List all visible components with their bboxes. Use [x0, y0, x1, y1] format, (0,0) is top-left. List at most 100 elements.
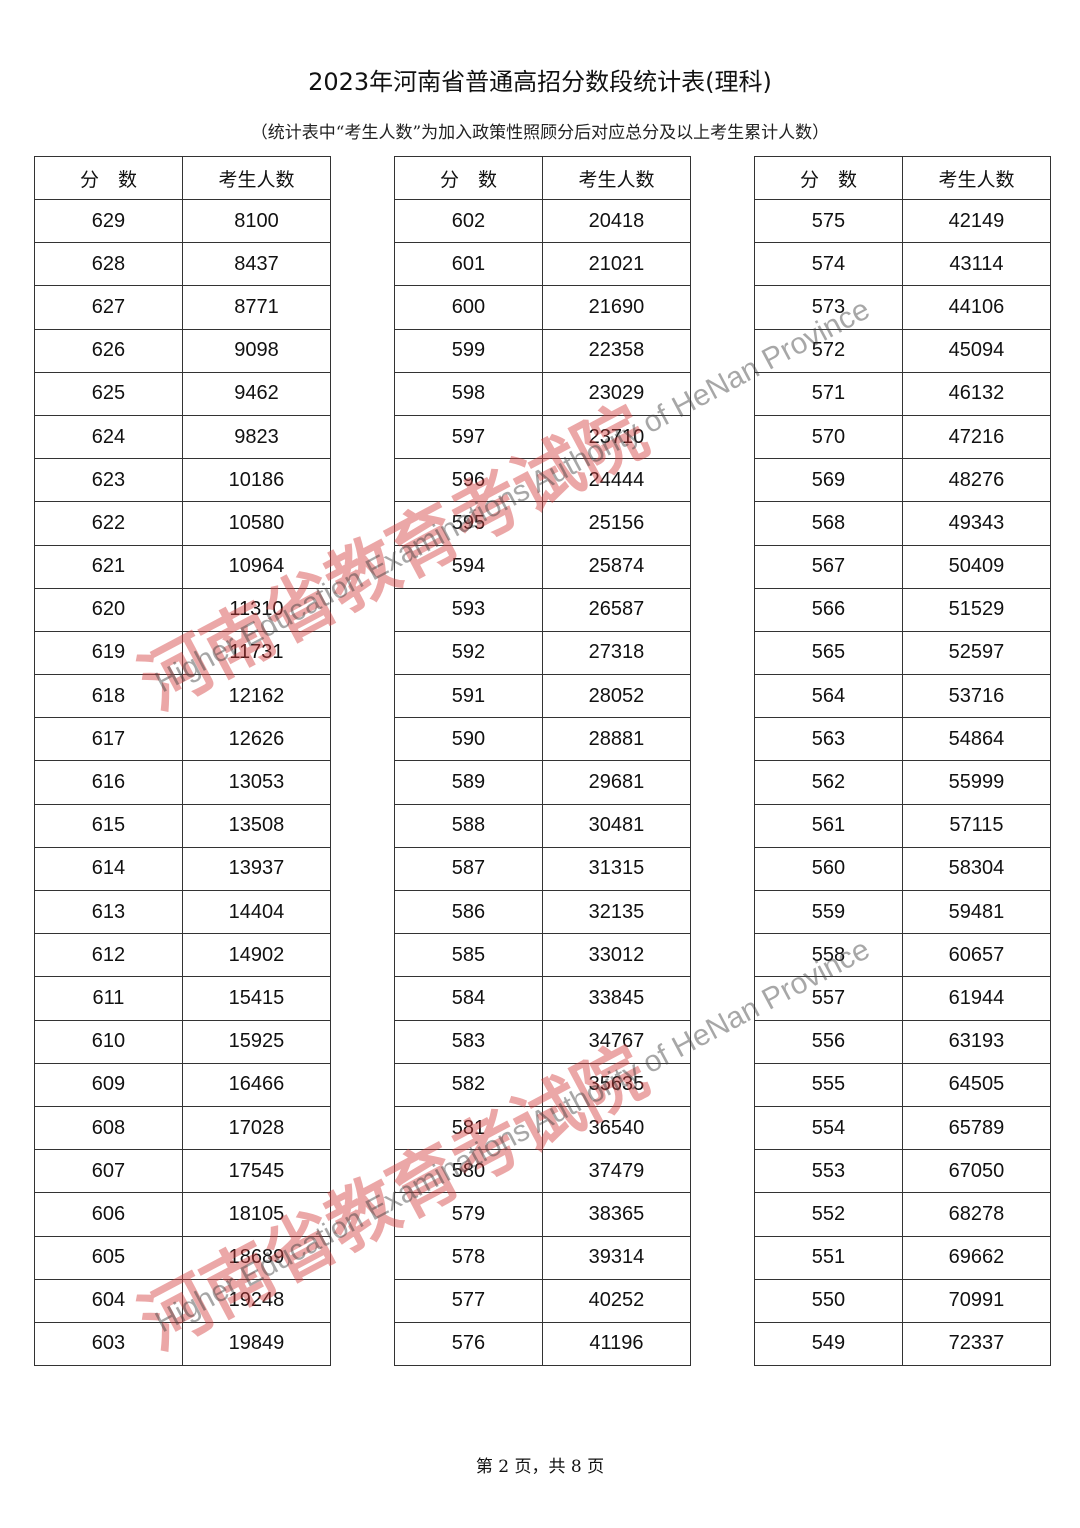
table-row: 558 60657	[754, 933, 1052, 978]
table-row: 614 13937	[34, 846, 332, 892]
score-cell: 578	[394, 1235, 543, 1280]
score-cell: 626	[34, 328, 183, 373]
table-row: 621 10964	[34, 544, 332, 589]
count-cell: 18105	[181, 1192, 332, 1237]
table-row: 615 13508	[34, 803, 332, 848]
score-cell: 621	[34, 544, 183, 589]
score-cell: 600	[394, 285, 543, 330]
score-cell: 599	[394, 328, 543, 373]
table-row: 599 22358	[394, 328, 692, 373]
score-cell: 576	[394, 1321, 543, 1367]
count-cell: 55999	[901, 760, 1052, 805]
score-cell: 617	[34, 717, 183, 762]
score-cell: 550	[754, 1278, 903, 1323]
count-cell: 29681	[541, 760, 692, 805]
table-row: 588 30481	[394, 803, 692, 848]
count-cell: 35635	[541, 1062, 692, 1107]
count-cell: 68278	[901, 1192, 1052, 1237]
score-cell: 619	[34, 630, 183, 676]
page-title: 2023年河南省普通高招分数段统计表(理科)	[308, 68, 772, 96]
table-row: 552 68278	[754, 1192, 1052, 1237]
count-cell: 42149	[901, 198, 1052, 244]
score-cell: 627	[34, 285, 183, 330]
score-cell: 564	[754, 674, 903, 719]
count-cell: 47216	[901, 414, 1052, 460]
score-cell: 589	[394, 760, 543, 805]
score-cell: 611	[34, 976, 183, 1021]
table-row: 622 10580	[34, 501, 332, 546]
table-row: 562 55999	[754, 760, 1052, 805]
table-row: 609 16466	[34, 1062, 332, 1107]
score-cell: 616	[34, 760, 183, 805]
score-cell: 609	[34, 1062, 183, 1107]
score-cell: 571	[754, 371, 903, 416]
score-cell: 597	[394, 414, 543, 460]
count-cell: 44106	[901, 285, 1052, 330]
table-row: 623 10186	[34, 458, 332, 503]
count-cell: 11731	[181, 630, 332, 676]
table-row: 571 46132	[754, 371, 1052, 416]
score-cell: 601	[394, 242, 543, 287]
table-row: 561 57115	[754, 803, 1052, 848]
score-cell: 595	[394, 501, 543, 546]
count-cell: 25874	[541, 544, 692, 589]
score-cell: 606	[34, 1192, 183, 1237]
score-cell: 554	[754, 1105, 903, 1151]
table-row: 583 34767	[394, 1019, 692, 1064]
score-cell: 603	[34, 1321, 183, 1367]
score-cell: 629	[34, 198, 183, 244]
table-row: 602 20418	[394, 198, 692, 244]
table-row: 560 58304	[754, 846, 1052, 892]
count-cell: 43114	[901, 242, 1052, 287]
score-cell: 614	[34, 846, 183, 892]
count-cell: 13053	[181, 760, 332, 805]
score-cell: 615	[34, 803, 183, 848]
score-cell: 552	[754, 1192, 903, 1237]
score-cell: 590	[394, 717, 543, 762]
table-row: 608 17028	[34, 1105, 332, 1151]
table-row: 556 63193	[754, 1019, 1052, 1064]
table-row: 557 61944	[754, 976, 1052, 1021]
count-cell: 8437	[181, 242, 332, 287]
score-cell: 573	[754, 285, 903, 330]
count-cell: 16466	[181, 1062, 332, 1107]
table-row: 616 13053	[34, 760, 332, 805]
score-cell: 580	[394, 1149, 543, 1194]
table-row: 598 23029	[394, 371, 692, 416]
score-cell: 623	[34, 458, 183, 503]
table-row: 619 11731	[34, 630, 332, 676]
header-count: 考生人数	[901, 156, 1052, 200]
score-cell: 562	[754, 760, 903, 805]
count-cell: 25156	[541, 501, 692, 546]
score-cell: 549	[754, 1321, 903, 1367]
table-row: 570 47216	[754, 414, 1052, 460]
count-cell: 12626	[181, 717, 332, 762]
table-row: 549 72337	[754, 1321, 1052, 1367]
score-cell: 607	[34, 1149, 183, 1194]
header-count: 考生人数	[181, 156, 332, 200]
score-cell: 575	[754, 198, 903, 244]
table-row: 629 8100	[34, 198, 332, 244]
score-cell: 556	[754, 1019, 903, 1064]
count-cell: 50409	[901, 544, 1052, 589]
table-row: 563 54864	[754, 717, 1052, 762]
count-cell: 45094	[901, 328, 1052, 373]
count-cell: 21690	[541, 285, 692, 330]
table-row: 551 69662	[754, 1235, 1052, 1280]
count-cell: 28052	[541, 674, 692, 719]
count-cell: 28881	[541, 717, 692, 762]
score-cell: 557	[754, 976, 903, 1021]
count-cell: 54864	[901, 717, 1052, 762]
count-cell: 9462	[181, 371, 332, 416]
count-cell: 48276	[901, 458, 1052, 503]
table-row: 559 59481	[754, 889, 1052, 935]
table-row: 605 18689	[34, 1235, 332, 1280]
table-row: 593 26587	[394, 587, 692, 632]
score-cell: 587	[394, 846, 543, 892]
table-row: 577 40252	[394, 1278, 692, 1323]
count-cell: 19248	[181, 1278, 332, 1323]
count-cell: 15415	[181, 976, 332, 1021]
table-row: 603 19849	[34, 1321, 332, 1367]
count-cell: 30481	[541, 803, 692, 848]
score-cell: 570	[754, 414, 903, 460]
